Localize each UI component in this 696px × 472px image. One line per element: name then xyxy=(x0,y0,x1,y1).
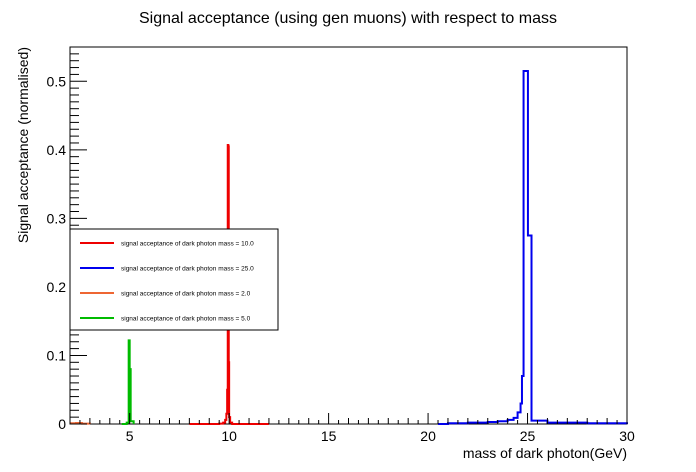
chart-title: Signal acceptance (using gen muons) with… xyxy=(139,10,557,27)
x-axis-label: mass of dark photon(GeV) xyxy=(463,445,627,461)
legend-label-mass2: signal acceptance of dark photon mass = … xyxy=(121,291,251,298)
legend-label-mass10: signal acceptance of dark photon mass = … xyxy=(121,241,254,248)
x-tick-label: 5 xyxy=(126,428,134,444)
x-tick-label: 10 xyxy=(221,428,237,444)
y-tick-label: 0.2 xyxy=(47,279,67,295)
y-axis-label: Signal acceptance (normalised) xyxy=(15,47,31,243)
x-axis: 5 10 15 20 25 30 xyxy=(69,413,635,444)
x-tick-label: 15 xyxy=(321,428,337,444)
y-tick-label: 0.3 xyxy=(47,210,67,226)
y-tick-label: 0.4 xyxy=(47,142,67,158)
legend-box xyxy=(69,228,279,331)
y-tick-label: 0.5 xyxy=(47,73,67,89)
series-line-mass5 xyxy=(121,339,135,425)
legend-label-mass25: signal acceptance of dark photon mass = … xyxy=(121,266,254,273)
y-tick-label: 0 xyxy=(58,416,66,432)
x-tick-label: 25 xyxy=(520,428,536,444)
y-tick-label: 0.1 xyxy=(47,347,67,363)
x-tick-label: 30 xyxy=(619,428,635,444)
x-tick-label: 20 xyxy=(420,428,436,444)
series-line-mass25 xyxy=(438,69,628,425)
legend: signal acceptance of dark photon mass = … xyxy=(69,228,279,331)
y-axis: 0 0.1 0.2 0.3 0.4 0.5 xyxy=(47,46,87,432)
legend-label-mass5: signal acceptance of dark photon mass = … xyxy=(121,316,251,323)
